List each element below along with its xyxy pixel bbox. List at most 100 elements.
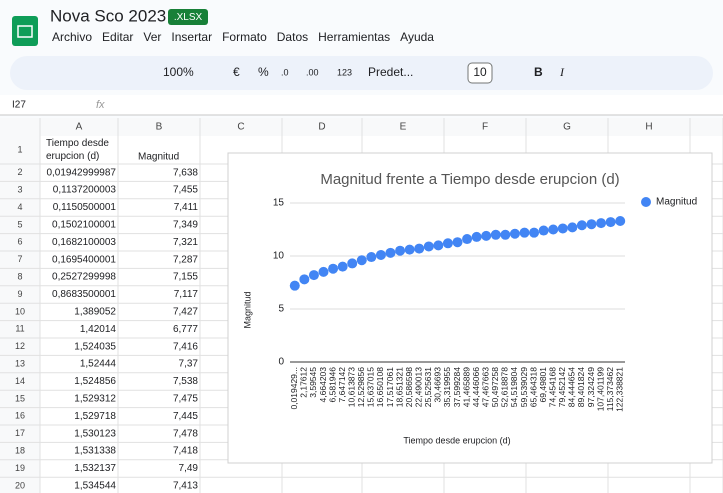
cell: 6,777 xyxy=(173,324,198,335)
cell: 7,117 xyxy=(174,289,199,300)
column-header: B xyxy=(156,122,163,133)
x-tick-label: 47,467663 xyxy=(480,367,490,407)
point xyxy=(375,249,386,260)
y-tick-label: 10 xyxy=(273,251,285,262)
point xyxy=(586,219,597,230)
cell: 0,1682100003 xyxy=(52,237,116,248)
column-header: A xyxy=(76,122,83,133)
point xyxy=(414,243,425,254)
cell: 1,530123 xyxy=(74,428,116,439)
menu-item[interactable]: Ver xyxy=(143,30,161,44)
chart-box xyxy=(227,152,713,464)
cell: 7,418 xyxy=(173,446,198,457)
toolbar-item[interactable]: 10 xyxy=(473,65,487,79)
toolbar-bg xyxy=(10,56,713,90)
y-tick-label: 0 xyxy=(278,357,284,368)
cell: 7,49 xyxy=(179,463,199,474)
column-header: D xyxy=(318,122,325,133)
row-number: 15 xyxy=(15,393,25,403)
row-number: 20 xyxy=(15,480,25,490)
point xyxy=(500,229,511,240)
point xyxy=(299,274,310,285)
cell: 0,2527299998 xyxy=(52,272,116,283)
cell: 1,524856 xyxy=(74,376,116,387)
menu-item[interactable]: Datos xyxy=(277,30,308,44)
row-header-bg xyxy=(0,118,40,493)
x-tick-label: 69,49801 xyxy=(538,367,548,403)
sheets-icon-grid xyxy=(17,25,33,38)
y-tick-label: 15 xyxy=(273,198,285,209)
point xyxy=(615,216,626,227)
x-tick-label: 97,324249 xyxy=(586,367,596,407)
menu-item[interactable]: Ayuda xyxy=(400,30,434,44)
x-tick-label: 2,17612 xyxy=(299,367,309,398)
toolbar-item[interactable]: 123 xyxy=(337,67,352,77)
cell: 7,287 xyxy=(173,254,198,265)
menu-item[interactable]: Herramientas xyxy=(318,30,390,44)
point xyxy=(548,224,559,235)
menu-item[interactable]: Formato xyxy=(222,30,267,44)
menu-item[interactable]: Insertar xyxy=(171,30,212,44)
x-tick-label: 15,637015 xyxy=(366,367,376,407)
point xyxy=(596,218,607,229)
point xyxy=(471,231,482,242)
toolbar-item[interactable]: B xyxy=(534,65,543,79)
point xyxy=(385,247,396,258)
toolbar-item[interactable]: I xyxy=(559,65,565,79)
point xyxy=(318,266,329,277)
point xyxy=(481,230,492,241)
row-number: 12 xyxy=(15,341,25,351)
cell: 0,1502100001 xyxy=(52,220,116,231)
x-tick-label: 3,59545 xyxy=(308,367,318,398)
x-tick-label: 41,465889 xyxy=(461,367,471,407)
x-tick-label: 25,525631 xyxy=(423,367,433,407)
row-number: 6 xyxy=(17,237,22,247)
cell: 7,427 xyxy=(173,307,198,318)
point xyxy=(490,229,501,240)
cell: 7,445 xyxy=(173,411,198,422)
menu-item[interactable]: Archivo xyxy=(52,30,92,44)
toolbar-item[interactable]: 100% xyxy=(163,65,194,79)
x-tick-label: 10,613873 xyxy=(346,367,356,407)
x-tick-label: 4,664203 xyxy=(318,367,328,403)
cell: 7,538 xyxy=(173,376,198,387)
cell: 7,413 xyxy=(173,481,198,492)
doc-title[interactable]: Nova Sco 2023 xyxy=(50,6,166,25)
toolbar-item[interactable]: .0 xyxy=(281,67,289,77)
toolbar-item[interactable]: Predet... xyxy=(368,65,413,79)
row-number: 17 xyxy=(15,428,25,438)
cell: 1,389052 xyxy=(74,307,116,318)
legend-swatch xyxy=(641,197,651,207)
row-number: 16 xyxy=(15,411,25,421)
cell: 7,416 xyxy=(173,341,198,352)
toolbar-item[interactable]: € xyxy=(233,65,240,79)
toolbar-item[interactable]: .00 xyxy=(306,67,319,77)
badge-bg xyxy=(168,9,208,25)
x-tick-label: 65,464318 xyxy=(528,367,538,407)
point xyxy=(567,222,578,233)
cell: 0,1695400001 xyxy=(52,254,116,265)
row-number: 18 xyxy=(15,445,25,455)
badge: .XLSX xyxy=(174,12,203,23)
x-tick-label: 16,650108 xyxy=(375,367,385,407)
x-tick-label: 115,373462 xyxy=(605,367,615,412)
cell: 7,411 xyxy=(174,202,199,213)
row-number: 7 xyxy=(17,254,22,264)
column-header: E xyxy=(400,122,407,133)
row-number: 5 xyxy=(17,219,22,229)
column-header: C xyxy=(237,122,244,133)
cell: 1,532137 xyxy=(74,463,116,474)
row-number: 19 xyxy=(15,463,25,473)
point xyxy=(509,228,520,239)
column-header: F xyxy=(482,122,488,133)
y-axis-label: Magnitud xyxy=(242,291,252,328)
x-tick-label: 79,452142 xyxy=(557,367,567,407)
toolbar-item[interactable]: % xyxy=(258,65,269,79)
menu-item[interactable]: Editar xyxy=(102,30,133,44)
point xyxy=(308,270,319,281)
x-axis-label: Tiempo desde erupcion (d) xyxy=(403,435,510,445)
x-tick-label: 7,647142 xyxy=(337,367,347,403)
cell: 1,529718 xyxy=(74,411,116,422)
row-number: 9 xyxy=(17,289,22,299)
formula-bar xyxy=(0,95,723,115)
